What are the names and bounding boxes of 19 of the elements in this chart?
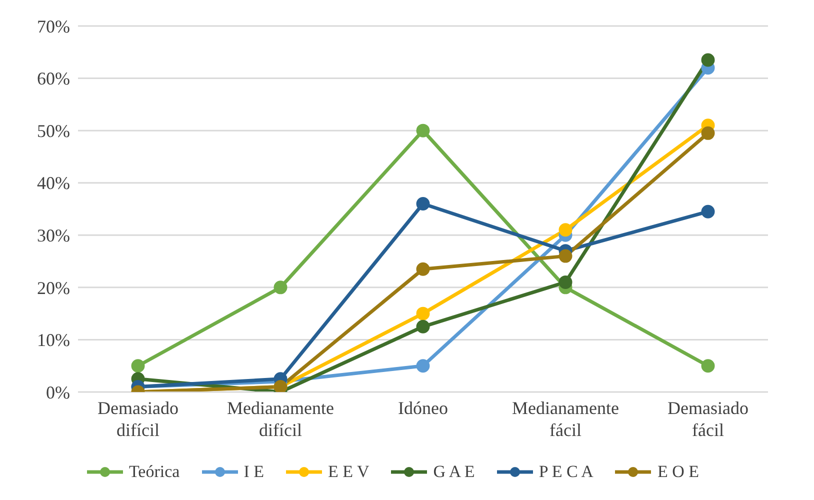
y-tick-label: 0% [46, 382, 70, 402]
legend-label: G A E [433, 462, 475, 482]
legend-label: I E [244, 462, 264, 482]
y-tick-label: 70% [37, 16, 70, 36]
y-tick-label: 10% [37, 330, 70, 350]
x-tick-label: Demasiado fácil [668, 398, 748, 440]
y-tick-label: 40% [37, 173, 70, 194]
x-tick-label: Medianamente difícil [227, 398, 334, 440]
x-tick-label: Demasiado difícil [98, 398, 178, 440]
y-tick-label: 50% [37, 120, 70, 141]
legend-label: E E V [328, 462, 370, 482]
y-tick-label: 60% [37, 68, 70, 89]
x-tick-label: Medianamente fácil [512, 398, 619, 440]
x-tick-label: Idóneo [398, 398, 448, 418]
y-tick-label: 30% [37, 226, 70, 246]
y-tick-label: 20% [37, 278, 70, 298]
legend-label: Teórica [128, 462, 180, 482]
legend-label: E O E [657, 462, 699, 482]
legend-label: P E C A [538, 462, 594, 482]
